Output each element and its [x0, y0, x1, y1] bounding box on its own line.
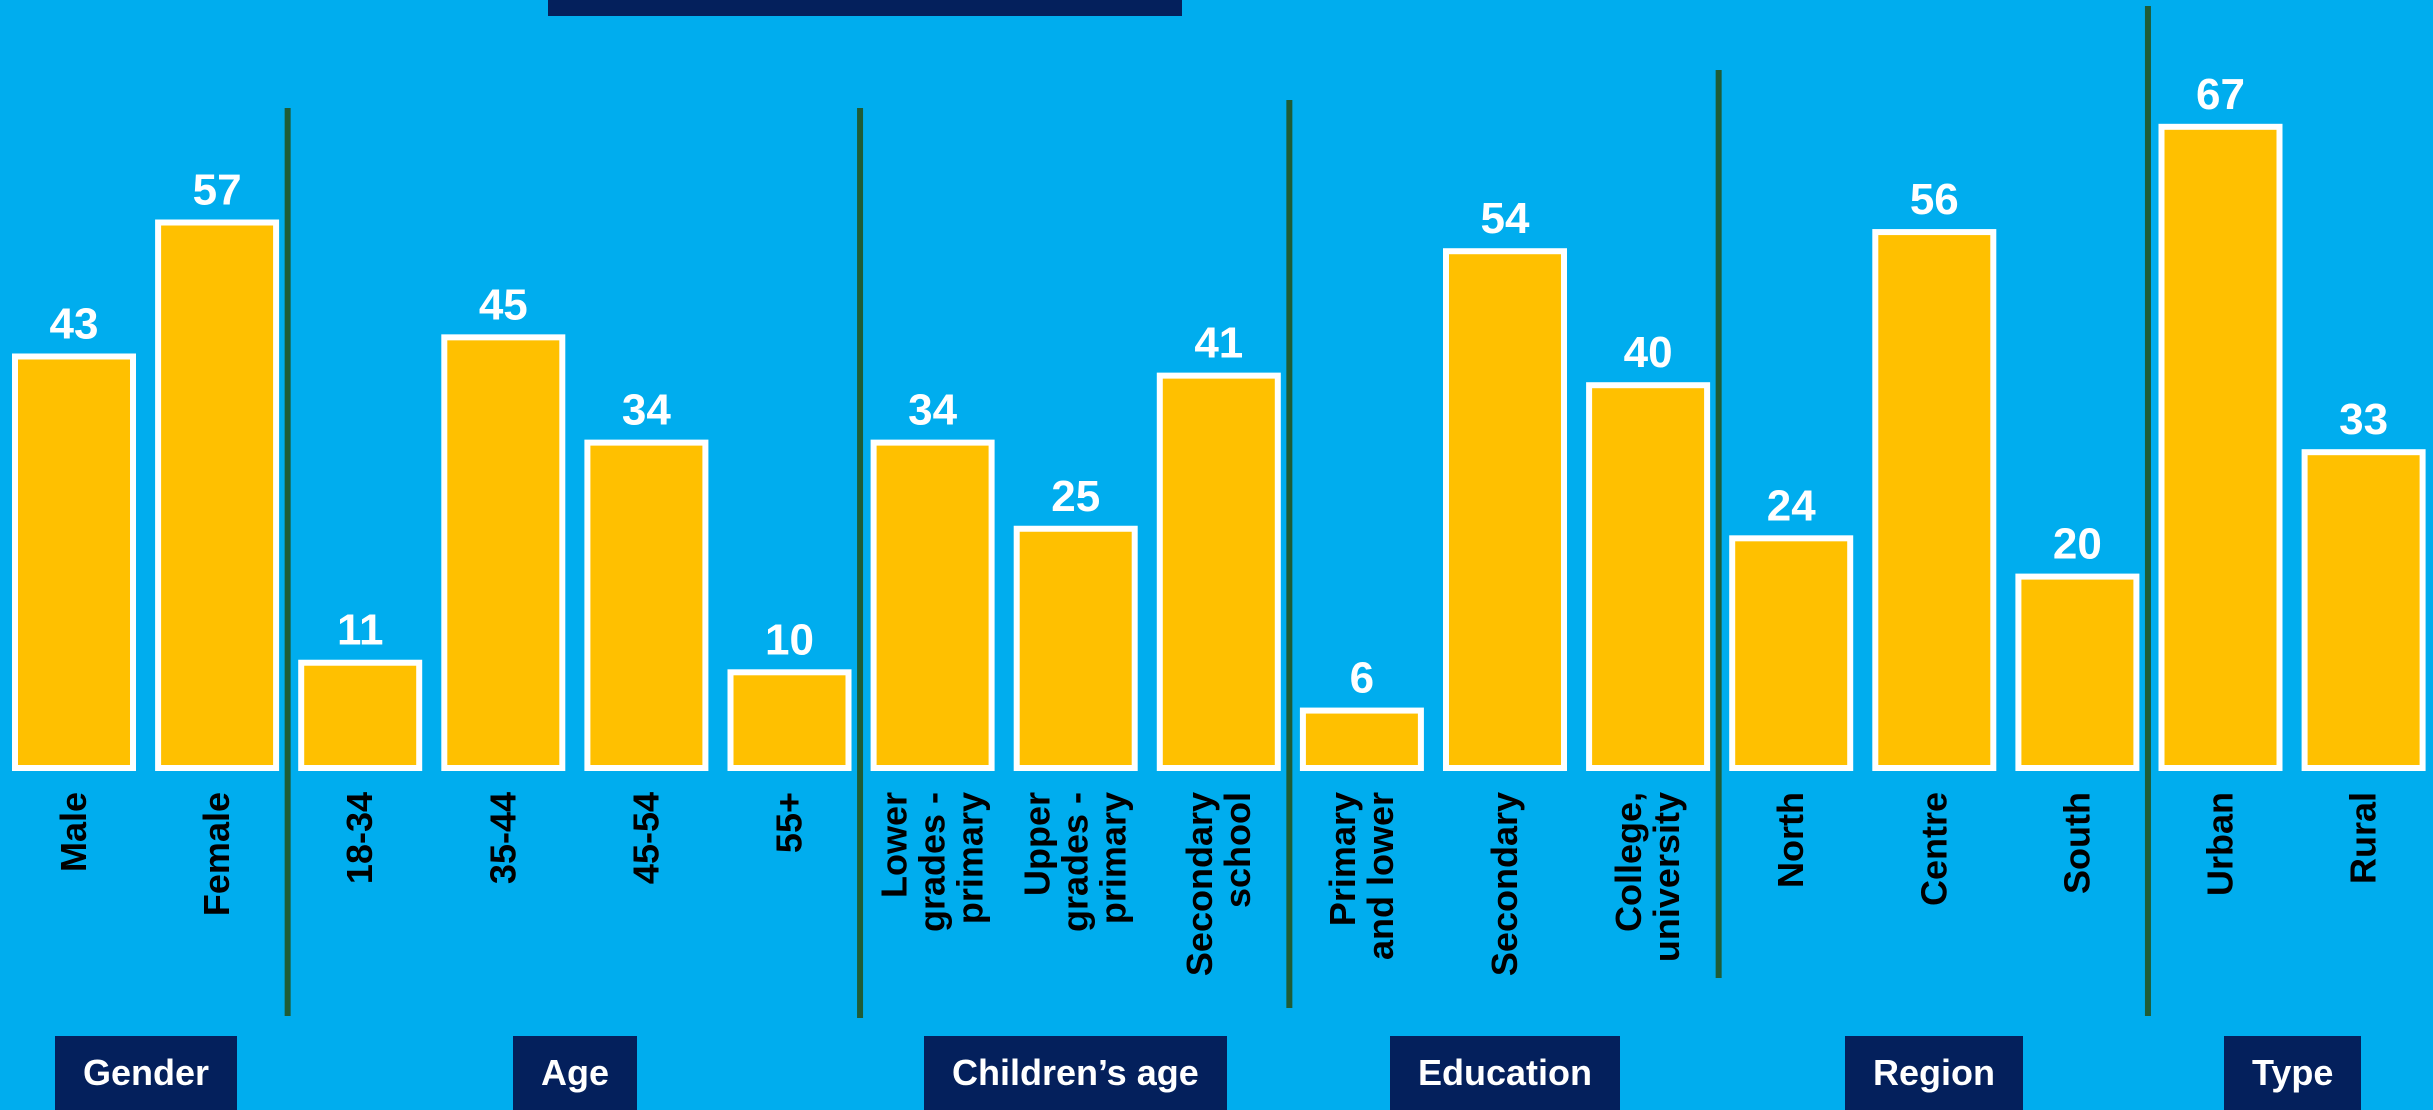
value-label: 25: [1051, 472, 1100, 521]
value-label: 24: [1767, 481, 1816, 530]
category-label: Lowergrades -primary: [874, 792, 991, 932]
bar: [1299, 707, 1424, 772]
bar: [1872, 229, 1997, 771]
value-label: 10: [765, 615, 814, 664]
category-label-line: grades -: [1055, 792, 1096, 932]
value-label: 57: [193, 166, 242, 215]
category-label: Male: [53, 792, 94, 872]
category-label-line: Secondary: [1179, 792, 1220, 976]
category-label: Rural: [2343, 792, 2384, 884]
category-label: Uppergrades -primary: [1017, 792, 1134, 932]
category-label-line: Lower: [874, 792, 915, 898]
value-label: 40: [1624, 328, 1673, 377]
bar: [1013, 525, 1138, 771]
bar: [584, 439, 709, 771]
category-label-line: Secondary: [1484, 792, 1525, 976]
category-label-line: Primary: [1322, 792, 1363, 926]
value-label: 6: [1350, 654, 1374, 703]
category-label: 45-54: [625, 792, 666, 884]
category-label: 35-44: [482, 792, 523, 884]
title-bar: [548, 0, 1182, 16]
value-label: 54: [1481, 194, 1530, 243]
category-label-line: Male: [53, 792, 94, 872]
value-label: 67: [2196, 70, 2245, 119]
group-label: Age: [513, 1036, 638, 1110]
value-label: 41: [1194, 319, 1243, 368]
category-label-line: 45-54: [625, 792, 666, 884]
value-label: 45: [479, 280, 528, 329]
category-label-line: and lower: [1360, 792, 1401, 960]
bar: [2015, 573, 2140, 771]
category-label-line: 35-44: [482, 792, 523, 884]
category-label-line: Upper: [1017, 792, 1058, 896]
category-label: Primaryand lower: [1322, 792, 1401, 960]
bar: [2158, 123, 2283, 771]
value-label: 20: [2053, 520, 2102, 569]
category-label: Female: [196, 792, 237, 916]
value-label: 33: [2339, 395, 2388, 444]
category-label-line: Female: [196, 792, 237, 916]
category-label-line: 18-34: [339, 792, 380, 884]
category-label-line: school: [1217, 792, 1258, 908]
value-label: 43: [50, 299, 99, 348]
value-label: 34: [908, 386, 957, 435]
bar: [727, 669, 852, 771]
group-label: Children’s age: [924, 1036, 1227, 1110]
bar: [12, 353, 136, 771]
bar: [1156, 372, 1281, 771]
category-label: 55+: [769, 792, 810, 853]
category-label-line: primary: [950, 792, 991, 924]
bar: [870, 439, 995, 771]
group-label: Type: [2224, 1036, 2362, 1110]
bar: [441, 334, 566, 771]
category-label: Urban: [2200, 792, 2241, 896]
category-label: North: [1770, 792, 1811, 888]
group-label: Region: [1845, 1036, 2023, 1110]
category-label-line: grades -: [912, 792, 953, 932]
bar: [155, 219, 280, 771]
value-label: 11: [337, 606, 384, 655]
category-label: Centre: [1913, 792, 1954, 906]
value-label: 56: [1910, 175, 1959, 224]
category-label-line: university: [1646, 792, 1687, 962]
category-label: Secondaryschool: [1179, 792, 1258, 976]
bar: [1586, 382, 1711, 771]
category-label-line: North: [1770, 792, 1811, 888]
bar: [2301, 449, 2426, 771]
category-label-line: Urban: [2200, 792, 2241, 896]
category-label: 18-34: [339, 792, 380, 884]
bar: [1729, 535, 1854, 771]
category-label-line: primary: [1093, 792, 1134, 924]
category-label-line: 55+: [769, 792, 810, 853]
bar: [1443, 248, 1567, 772]
category-label: Secondary: [1484, 792, 1525, 976]
category-label-line: South: [2056, 792, 2097, 894]
group-label: Education: [1390, 1036, 1621, 1110]
category-label-line: College,: [1608, 792, 1649, 932]
category-label-line: Rural: [2343, 792, 2384, 884]
category-label: South: [2056, 792, 2097, 894]
category-label: College,university: [1608, 792, 1687, 962]
group-label: Gender: [55, 1036, 238, 1110]
value-label: 34: [622, 386, 671, 435]
bar: [298, 659, 423, 771]
category-label-line: Centre: [1913, 792, 1954, 906]
